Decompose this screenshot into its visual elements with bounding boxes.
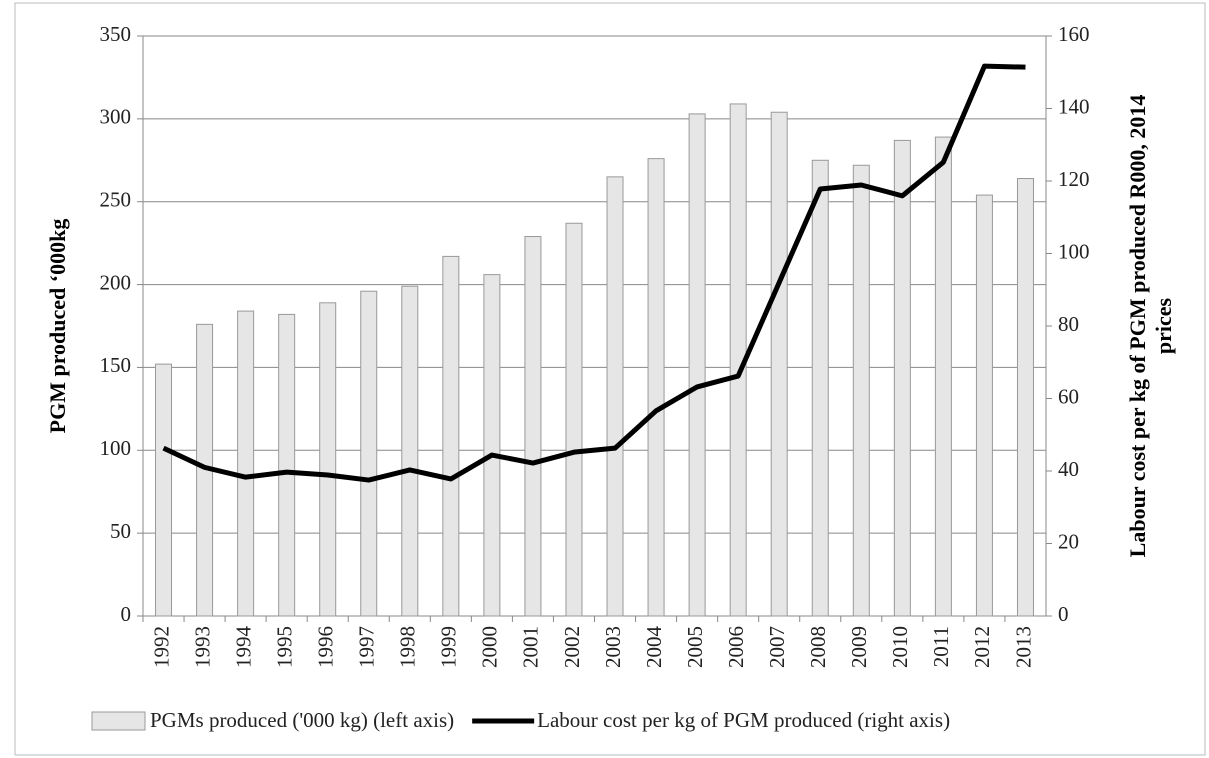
- bar: [237, 310, 255, 617]
- bar: [319, 302, 337, 617]
- bar: [483, 274, 501, 617]
- bar: [893, 139, 911, 617]
- x-tick-label: 2002: [560, 626, 584, 668]
- x-tick-label: 1998: [396, 626, 420, 668]
- y-tick-label: 0: [121, 602, 132, 626]
- bar: [770, 111, 788, 617]
- y2-tick-label: 60: [1058, 384, 1079, 408]
- bar: [401, 285, 419, 617]
- x-tick-label: 2013: [1011, 626, 1035, 668]
- bar: [155, 363, 173, 617]
- y-tick-label: 300: [100, 105, 132, 129]
- y2-axis-title: Labour cost per kg of PGM produced R000,…: [1125, 95, 1150, 558]
- x-tick-label: 2005: [683, 626, 707, 668]
- y-axis-title: PGM produced ‘000kg: [45, 219, 70, 434]
- x-tick-label: 1997: [355, 626, 379, 668]
- y-tick-label: 250: [100, 188, 132, 212]
- y2-tick-label: 80: [1058, 312, 1079, 336]
- bar: [934, 136, 952, 617]
- bar: [524, 236, 542, 617]
- legend-label: PGMs produced ('000 kg) (left axis): [150, 708, 454, 732]
- x-tick-label: 1995: [272, 626, 296, 668]
- bar: [1016, 178, 1034, 617]
- bar: [688, 113, 706, 617]
- line: [162, 63, 1026, 483]
- y2-tick-label: 140: [1058, 94, 1090, 118]
- x-tick-label: 2009: [847, 626, 871, 668]
- x-tick-label: 2007: [765, 626, 789, 668]
- y-tick-label: 350: [100, 22, 132, 46]
- y-tick-label: 50: [110, 519, 131, 543]
- y2-tick-label: 100: [1058, 239, 1090, 263]
- bar: [606, 176, 624, 617]
- bar: [360, 290, 378, 617]
- x-tick-label: 1994: [231, 626, 255, 669]
- frame: [14, 2, 1206, 756]
- y2-tick-label: 120: [1058, 167, 1090, 191]
- y2-tick-label: 40: [1058, 457, 1079, 481]
- bar: [852, 164, 870, 617]
- legend-swatch: [91, 711, 146, 731]
- y2-tick-label: 160: [1058, 22, 1090, 46]
- x-tick-label: 2003: [601, 626, 625, 668]
- bar: [647, 158, 665, 617]
- bar: [565, 222, 583, 617]
- y-tick-label: 150: [100, 353, 132, 377]
- x-tick-label: 2000: [478, 626, 502, 668]
- x-tick-label: 1999: [437, 626, 461, 668]
- y2-axis-title: prices: [1151, 297, 1176, 354]
- x-tick-label: 1996: [314, 626, 338, 668]
- x-tick-label: 2010: [888, 626, 912, 668]
- x-tick-label: 2012: [970, 626, 994, 668]
- x-tick-label: 2011: [929, 626, 953, 667]
- x-tick-label: 1993: [190, 626, 214, 668]
- x-tick-label: 2006: [724, 626, 748, 668]
- x-tick-label: 1992: [149, 626, 173, 668]
- y-tick-label: 100: [100, 436, 132, 460]
- x-tick-label: 2004: [642, 626, 666, 669]
- y2-tick-label: 20: [1058, 529, 1079, 553]
- x-tick-label: 2001: [519, 626, 543, 668]
- y2-tick-label: 0: [1058, 602, 1069, 626]
- legend-label: Labour cost per kg of PGM produced (righ…: [537, 708, 950, 732]
- x-tick-label: 2008: [806, 626, 830, 668]
- bar: [442, 255, 460, 617]
- bar: [278, 313, 296, 617]
- bar: [811, 159, 829, 617]
- y-tick-label: 200: [100, 270, 132, 294]
- bar: [975, 194, 993, 617]
